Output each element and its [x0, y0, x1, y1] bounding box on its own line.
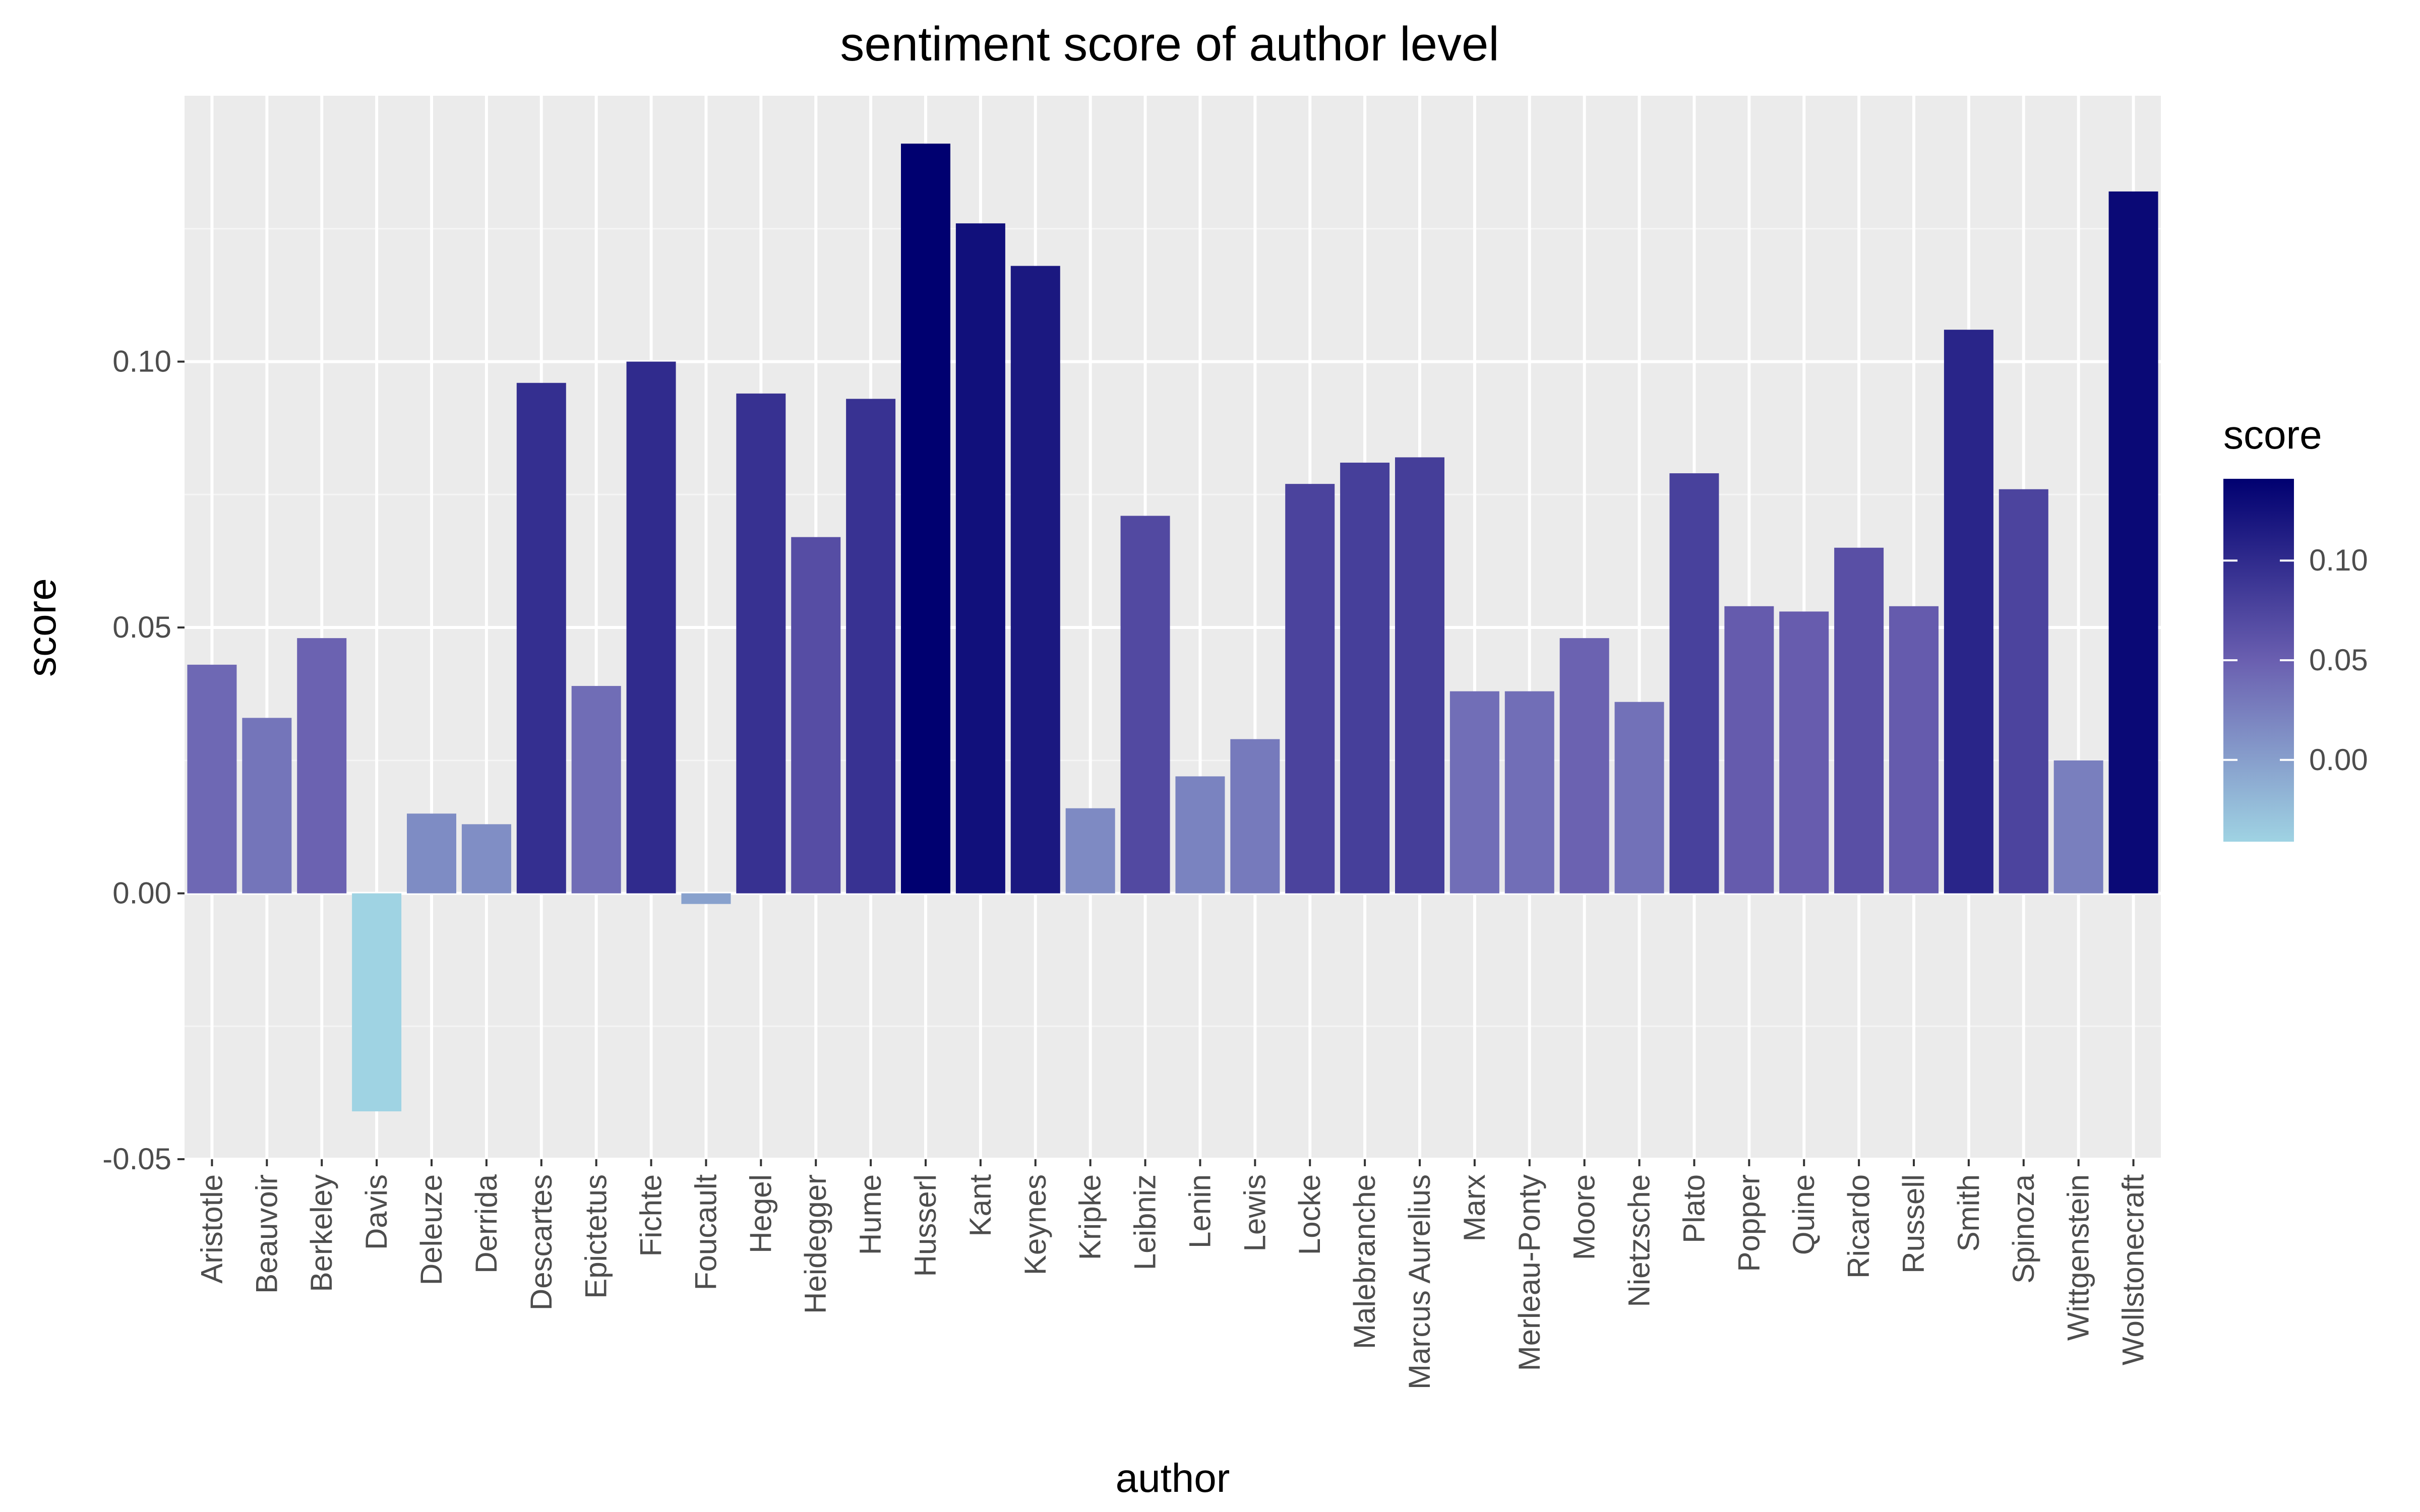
x-tick-label: Leibniz	[1128, 1174, 1162, 1270]
bar-wollstonecraft	[2108, 191, 2158, 894]
legend-tick-label: 0.10	[2309, 543, 2368, 577]
bar-marx	[1449, 691, 1499, 894]
x-tick-label: Merleau-Ponty	[1512, 1174, 1546, 1371]
x-tick-label: Deleuze	[414, 1174, 448, 1285]
bar-wittgenstein	[2053, 760, 2103, 894]
bar-beauvoir	[242, 718, 292, 894]
x-tick-label: Husserl	[909, 1174, 942, 1277]
y-axis: -0.05 0.00 0.05 0.10	[102, 345, 185, 1176]
bar-descartes	[516, 383, 566, 894]
bar-husserl	[901, 143, 950, 894]
x-tick-label: Wollstonecraft	[2116, 1174, 2150, 1365]
x-tick-label: Quine	[1787, 1174, 1821, 1255]
x-tick-label: Epictetus	[579, 1174, 613, 1299]
bar-russell	[1889, 606, 1939, 894]
bar-lenin	[1175, 776, 1225, 894]
bar-smith	[1944, 330, 1993, 894]
y-tick-label: 0.05	[112, 610, 171, 644]
bar-quine	[1779, 611, 1829, 894]
bar-foucault	[681, 893, 731, 904]
y-tick-label: 0.00	[112, 876, 171, 910]
y-tick-label: -0.05	[102, 1142, 171, 1176]
bar-lewis	[1230, 739, 1280, 894]
x-axis-title: author	[1116, 1456, 1230, 1500]
x-tick-label: Spinoza	[2007, 1174, 2040, 1283]
bar-marcus-aurelius	[1395, 457, 1444, 894]
legend-tick-label: 0.05	[2309, 643, 2368, 677]
x-tick-label: Berkeley	[305, 1174, 338, 1292]
legend: score 0.00 0.05 0.10	[2223, 412, 2368, 842]
bar-locke	[1285, 484, 1335, 894]
x-tick-label: Kant	[963, 1174, 997, 1237]
x-tick-label: Popper	[1732, 1174, 1766, 1272]
x-tick-label: Lewis	[1238, 1174, 1272, 1251]
x-tick-label: Davis	[359, 1174, 393, 1250]
x-tick-label: Beauvoir	[250, 1174, 283, 1294]
x-tick-label: Marx	[1458, 1174, 1491, 1241]
legend-ticks: 0.00 0.05 0.10	[2223, 543, 2368, 777]
x-tick-label: Hume	[854, 1174, 887, 1255]
x-axis: Aristotle Beauvoir Berkeley Davis Deleuze Der…	[195, 1159, 2150, 1390]
x-tick-label: Aristotle	[195, 1174, 228, 1284]
x-tick-label: Marcus Aurelius	[1403, 1174, 1436, 1390]
bar-spinoza	[1999, 489, 2048, 894]
x-tick-label: Smith	[1952, 1174, 1985, 1251]
x-tick-label: Plato	[1677, 1174, 1711, 1243]
bar-berkeley	[297, 638, 347, 894]
bar-hegel	[736, 393, 786, 894]
bar-davis	[352, 893, 402, 1112]
bar-plato	[1669, 473, 1719, 894]
x-tick-label: Lenin	[1183, 1174, 1217, 1248]
y-tick-label: 0.10	[112, 345, 171, 379]
x-tick-label: Wittgenstein	[2062, 1174, 2095, 1341]
bar-fichte	[626, 361, 676, 894]
bar-moore	[1559, 638, 1609, 894]
legend-tick-label: 0.00	[2309, 743, 2368, 777]
y-axis-title: score	[19, 578, 64, 677]
bar-kripke	[1065, 808, 1115, 894]
bar-epictetus	[571, 686, 621, 894]
bars	[187, 143, 2158, 1112]
bar-keynes	[1010, 266, 1060, 894]
bar-leibniz	[1120, 516, 1170, 894]
x-tick-label: Russell	[1897, 1174, 1930, 1274]
bar-kant	[955, 223, 1005, 894]
x-tick-label: Hegel	[744, 1174, 777, 1253]
x-tick-label: Locke	[1293, 1174, 1326, 1255]
x-tick-label: Foucault	[689, 1174, 722, 1290]
x-tick-label: Moore	[1567, 1174, 1601, 1260]
bar-heidegger	[791, 537, 841, 894]
bar-hume	[846, 399, 896, 894]
bar-aristotle	[187, 664, 237, 894]
x-tick-label: Keynes	[1018, 1174, 1052, 1275]
bar-popper	[1724, 606, 1774, 894]
bar-deleuze	[407, 813, 456, 894]
bar-malebranche	[1340, 462, 1390, 894]
x-tick-label: Ricardo	[1842, 1174, 1876, 1279]
x-tick-label: Fichte	[634, 1174, 668, 1256]
bar-ricardo	[1834, 547, 1884, 894]
bar-derrida	[461, 824, 511, 894]
grid-minor	[185, 228, 2161, 1027]
x-tick-label: Derrida	[469, 1174, 503, 1273]
bar-merleau-ponty	[1504, 691, 1554, 894]
legend-title: score	[2223, 412, 2322, 457]
x-tick-label: Heidegger	[799, 1174, 832, 1314]
chart-title: sentiment score of author level	[840, 17, 1499, 71]
bar-nietzsche	[1614, 702, 1664, 894]
x-tick-label: Descartes	[524, 1174, 558, 1310]
x-tick-label: Malebranche	[1348, 1174, 1381, 1349]
x-tick-label: Nietzsche	[1622, 1174, 1656, 1307]
x-tick-label: Kripke	[1073, 1174, 1107, 1260]
